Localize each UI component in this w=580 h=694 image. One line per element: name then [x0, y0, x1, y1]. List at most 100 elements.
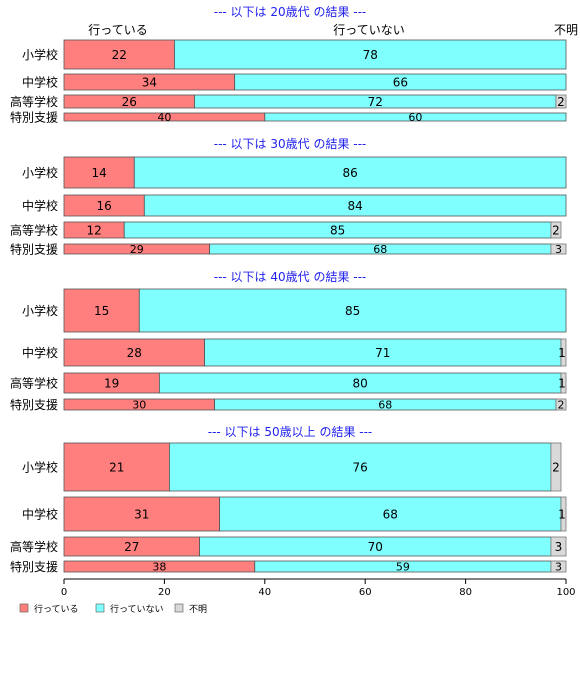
bar-segment [550, 221, 562, 239]
data-label: 68 [383, 507, 398, 521]
data-label: 59 [396, 560, 410, 573]
bar-segment [550, 243, 567, 255]
legend-label: 不明 [189, 604, 207, 615]
bar-segment [63, 156, 135, 189]
data-label: 34 [142, 75, 157, 89]
legend-swatch [95, 603, 105, 613]
category-label: 小学校 [22, 47, 58, 62]
bar-segment [63, 39, 175, 70]
x-tick-label: 20 [158, 587, 171, 598]
data-label: 31 [134, 507, 149, 521]
legend-swatch [19, 603, 29, 613]
legend-label: 行っていない [110, 603, 164, 615]
data-label: 80 [353, 376, 368, 390]
data-label: 76 [353, 460, 368, 474]
legend-label: 行っている [34, 603, 79, 615]
data-label: 3 [555, 560, 562, 573]
data-label: 70 [368, 540, 383, 554]
x-tick-label: 0 [61, 587, 67, 598]
category-label: 高等学校 [10, 223, 58, 238]
category-label: 高等学校 [10, 539, 58, 554]
category-label: 特別支援 [10, 559, 58, 574]
data-label: 1 [558, 507, 566, 521]
category-label: 中学校 [22, 345, 58, 360]
bar-segment [555, 398, 567, 411]
category-label: 小学校 [22, 303, 58, 318]
x-tick-label: 40 [258, 587, 271, 598]
data-label: 85 [345, 304, 360, 318]
bar-segment [560, 338, 567, 367]
data-label: 66 [393, 75, 408, 89]
category-label: 特別支援 [10, 242, 58, 257]
bar-segment [169, 442, 552, 492]
bar-segment [63, 288, 140, 333]
bar-segment [204, 338, 562, 367]
top-label-1: 行っていない [333, 23, 404, 37]
data-label: 68 [373, 243, 387, 256]
bar-segment [174, 39, 567, 70]
top-label-0: 行っている [88, 23, 147, 37]
data-label: 85 [330, 223, 345, 237]
category-label: 小学校 [22, 460, 58, 475]
data-label: 12 [86, 223, 101, 237]
data-label: 30 [132, 398, 146, 411]
panel-title-2: --- 以下は 40歳代 の結果 --- [214, 270, 367, 284]
bar-segment [555, 94, 567, 109]
category-label: 高等学校 [10, 376, 58, 391]
x-tick-label: 60 [359, 587, 372, 598]
data-label: 21 [109, 460, 124, 474]
bar-segment [234, 73, 567, 91]
data-label: 26 [122, 95, 137, 109]
data-label: 2 [557, 398, 564, 411]
data-label: 16 [97, 199, 112, 213]
data-label: 2 [552, 223, 560, 237]
data-label: 15 [94, 304, 109, 318]
category-label: 高等学校 [10, 94, 58, 109]
data-label: 1 [558, 376, 566, 390]
data-label: 27 [124, 540, 139, 554]
x-tick-label: 80 [459, 587, 472, 598]
data-label: 40 [157, 111, 171, 124]
data-label: 28 [127, 346, 142, 360]
data-label: 3 [555, 540, 563, 554]
data-label: 29 [130, 243, 144, 256]
data-label: 19 [104, 376, 119, 390]
category-label: 特別支援 [10, 397, 58, 412]
bar-segment [143, 194, 567, 217]
data-label: 78 [363, 48, 378, 62]
data-label: 2 [552, 460, 560, 474]
panel-title-0: --- 以下は 20歳代 の結果 --- [214, 5, 367, 19]
data-label: 3 [555, 243, 562, 256]
data-label: 86 [342, 166, 357, 180]
category-label: 中学校 [22, 75, 58, 90]
x-tick-label: 100 [556, 587, 575, 598]
bar-segment [550, 560, 567, 573]
data-label: 84 [348, 199, 363, 213]
category-label: 中学校 [22, 198, 58, 213]
bar-segment [63, 496, 221, 532]
bar-segment [63, 338, 205, 367]
data-label: 60 [408, 111, 422, 124]
data-label: 22 [112, 48, 127, 62]
panel-title-1: --- 以下は 30歳代 の結果 --- [214, 137, 367, 151]
bar-segment [219, 496, 562, 532]
top-label-2: 不明 [554, 23, 578, 37]
bar-segment [550, 536, 567, 557]
data-label: 72 [368, 95, 383, 109]
bar-segment [63, 442, 170, 492]
legend-swatch [174, 603, 184, 613]
data-label: 71 [375, 346, 390, 360]
category-label: 中学校 [22, 507, 58, 522]
data-label: 2 [557, 95, 565, 109]
bar-segment [560, 372, 567, 394]
bar-segment [264, 112, 567, 122]
data-label: 14 [91, 166, 106, 180]
bar-segment [560, 496, 567, 532]
panel-title-3: --- 以下は 50歳以上 の結果 --- [208, 425, 373, 439]
data-label: 68 [378, 398, 392, 411]
bar-segment [138, 288, 567, 333]
data-label: 38 [152, 560, 166, 573]
data-label: 1 [558, 346, 566, 360]
bar-segment [133, 156, 567, 189]
